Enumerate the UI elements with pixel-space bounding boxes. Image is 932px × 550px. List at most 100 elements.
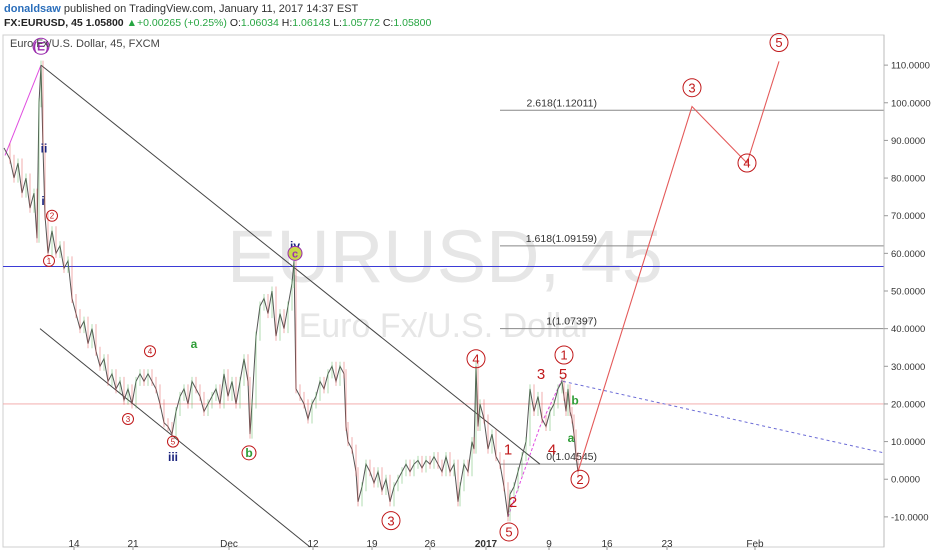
close-label: C: [382,17,394,29]
wave-label: 1 [560,348,567,363]
symbol-label: FX:EURUSD, 45 [4,17,83,29]
wave-label-circle [570,469,590,489]
wave-labels-layer: (E)iii214a35iiibivc341254351ba2345 [32,33,789,542]
wave-label-circle [737,153,757,173]
y-tick-label: 30.0000 [891,362,925,373]
wave-label-circle [682,78,702,98]
x-tick-label: Feb [746,539,764,550]
wave-label: 2 [50,212,55,221]
publish-info: donaldsaw published on TradingView.com, … [4,3,358,15]
wave-label-circle [167,435,179,448]
x-tick-label: 21 [127,539,139,550]
wave-label: 5 [505,525,512,540]
x-tick-label: 19 [366,539,378,550]
plot-frame [2,34,885,548]
wave-label-circle [466,349,486,369]
wave-label: 5 [171,437,176,446]
last-price: 1.05800 [85,17,124,29]
wave-label: 3 [387,513,394,528]
wave-label-circle [43,254,55,267]
x-tick-label: 16 [601,539,613,550]
wave-label-circle [769,33,789,53]
wave-label: 1 [504,442,512,459]
wave-label: b [571,393,578,407]
wave-label: 2 [509,494,517,511]
high-value: 1.06143 [292,17,331,29]
x-tick-label: 23 [661,539,673,550]
wave-e-line [4,64,42,156]
author-name[interactable]: donaldsaw [4,3,61,15]
trendlines-layer [4,61,885,548]
wave-label: iii [168,450,178,464]
x-tick-label: 9 [546,539,552,550]
y-tick-label: 90.0000 [891,136,925,147]
wave-label: a [568,431,575,445]
close-value: 1.05800 [393,17,432,29]
y-tick-label: 40.0000 [891,324,925,335]
x-tick-label: 12 [307,539,319,550]
projection-dotted-line [562,380,885,454]
wave-label-circle [122,413,134,425]
y-tick-label: 50.0000 [891,287,925,298]
open-value: 1.06034 [240,17,279,29]
wave-label: 4 [472,351,479,366]
open-label: O: [229,17,241,29]
ohlc-bar: FX:EURUSD, 45 1.05800 ▲+0.00265 (+0.25%)… [4,17,431,29]
y-tick-label: 0.0000 [891,475,920,486]
wave-label-circle [144,345,156,358]
x-tick-label: 2017 [475,539,498,550]
watermark-name: Euro Fx/U.S. Dollar [299,307,592,345]
wave-label: ii [41,141,48,155]
wave-label-circle [499,522,519,542]
y-tick-label: 70.0000 [891,211,925,222]
chart-header: donaldsaw published on TradingView.com, … [0,0,932,32]
x-tick-label: 14 [68,539,80,550]
wave-label-circle [554,345,574,365]
wave-label: (E) [33,40,49,54]
impulse-dashed-line [507,377,564,518]
y-tick-label: 60.0000 [891,249,925,260]
fib-level-label: 0(1.04545) [546,451,597,463]
wave-label: 3 [537,366,545,383]
wave-label: i [41,194,44,208]
price-change: +0.00265 (+0.25%) [136,17,227,29]
x-tick-label: Dec [220,539,238,550]
up-arrow-icon: ▲ [126,17,137,29]
wave-label: 3 [126,415,131,424]
projection-path [577,61,780,472]
wave-label: b [245,446,252,460]
chart-title: Euro Fx/U.S. Dollar, 45, FXCM [10,38,160,50]
fib-level-label: 2.618(1.12011) [527,97,597,109]
y-axis[interactable]: 110.0000 100.0000 90.0000 80.0000 70.0000 60.… [883,35,931,547]
wave-label-circle [287,245,303,261]
wave-label: 4 [148,347,153,356]
channel-line [39,328,311,548]
channel-line [40,64,541,465]
y-tick-label: 110.0000 [891,61,930,72]
wave-label: 5 [775,35,782,50]
fib-level-label: 1.618(1.09159) [526,233,597,245]
published-text: published on TradingView.com, January 11… [63,3,359,15]
y-tick-label: -10.0000 [891,512,929,523]
levels-layer: 2.618(1.12011) 1.618(1.09159) 1(1.07397) 0(… [3,97,884,465]
wave-label: c [292,248,298,260]
wave-label: 4 [548,442,556,459]
wave-label: 2 [576,472,583,487]
wave-label: 3 [688,80,695,95]
wave-label-circle [32,37,50,55]
wave-label-circle [46,209,58,222]
x-axis[interactable]: 14 21 Dec 12 19 26 2017 9 16 23 Feb [68,539,764,550]
x-tick-label: 26 [424,539,436,550]
wave-label: 1 [47,257,52,266]
y-tick-label: 10.0000 [891,437,925,448]
low-label: L: [333,17,342,29]
price-layer [3,60,579,522]
wave-label-circle [241,445,257,461]
high-label: H: [281,17,293,29]
wave-label: a [191,337,198,351]
y-tick-label: 20.0000 [891,399,925,410]
y-tick-label: 100.0000 [891,98,931,109]
fib-level-label: 1(1.07397) [546,316,597,328]
